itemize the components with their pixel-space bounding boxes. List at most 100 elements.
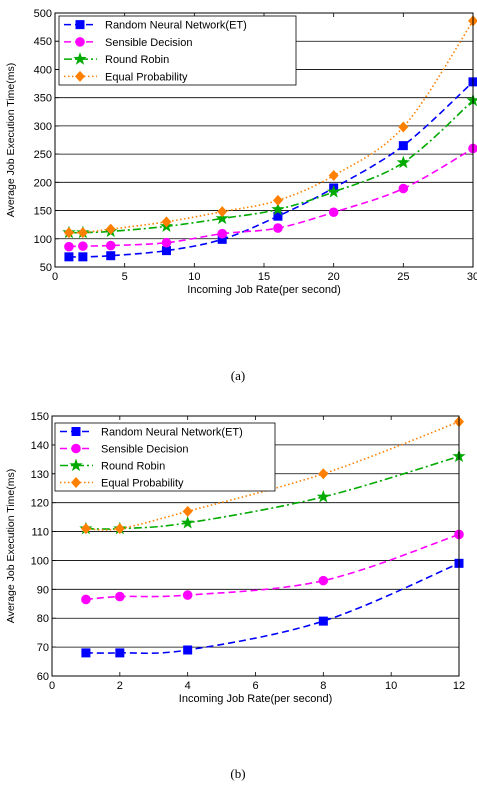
data-point xyxy=(318,575,329,586)
data-point xyxy=(318,616,328,626)
x-tick-label: 2 xyxy=(117,680,123,692)
x-tick-label: 0 xyxy=(52,271,58,283)
data-point xyxy=(115,648,125,658)
x-tick-label: 15 xyxy=(258,271,270,283)
y-tick-label: 90 xyxy=(37,584,49,596)
panel-label-b: (b) xyxy=(230,766,245,781)
x-tick-label: 8 xyxy=(320,680,326,692)
series-line xyxy=(68,99,474,234)
data-point xyxy=(81,594,91,605)
data-point xyxy=(161,216,172,228)
data-point xyxy=(161,237,172,248)
axes-frame xyxy=(54,12,474,268)
data-point xyxy=(63,227,74,239)
x-tick-label: 5 xyxy=(122,271,128,283)
data-point xyxy=(273,211,283,221)
legend-marker xyxy=(75,37,85,47)
data-point xyxy=(183,645,193,655)
data-point xyxy=(78,252,88,262)
legend-label: Round Robin xyxy=(105,54,169,66)
x-tick-label: 12 xyxy=(453,680,465,692)
data-point xyxy=(80,523,91,535)
legend-marker xyxy=(73,52,87,65)
panel-label-a: (a) xyxy=(231,368,245,383)
y-tick-label: 120 xyxy=(31,498,49,510)
legend-label: Equal Probability xyxy=(105,71,188,83)
x-tick-label: 30 xyxy=(467,271,477,283)
series-3 xyxy=(63,15,477,239)
legend-marker xyxy=(75,20,85,30)
chart-panel-0: 50 100 150 200 250 300 350 400 450 500 0 5 10 15 20 25 3… xyxy=(5,8,477,296)
data-point xyxy=(316,489,330,503)
legend-label: Random Neural Network(ET) xyxy=(101,427,243,439)
chart-panel-1: 60 70 80 90 100 110 120 130 140 150 0 2 4 6 8 10 12 Rando… xyxy=(5,411,466,705)
data-point xyxy=(327,184,341,198)
y-tick-label: 250 xyxy=(34,149,52,161)
legend-marker xyxy=(71,427,81,436)
data-point xyxy=(398,121,409,133)
legend-marker xyxy=(75,70,85,82)
data-point xyxy=(105,240,116,251)
y-tick-label: 100 xyxy=(34,234,52,246)
legend-box xyxy=(54,422,276,492)
legend: Random Neural Network(ET) Sensible Decisi… xyxy=(58,15,297,86)
data-point xyxy=(161,246,171,256)
legend-label: Sensible Decision xyxy=(105,37,192,49)
data-point xyxy=(273,223,283,233)
data-point xyxy=(105,223,116,235)
data-point xyxy=(106,251,116,261)
data-point xyxy=(396,155,410,169)
series-line xyxy=(68,81,474,258)
y-tick-label: 500 xyxy=(34,8,52,20)
y-tick-label: 150 xyxy=(34,206,52,218)
data-point xyxy=(398,141,408,151)
x-tick-label: 10 xyxy=(385,680,397,692)
y-tick-label: 130 xyxy=(31,469,49,481)
y-tick-label: 50 xyxy=(40,262,52,274)
data-point xyxy=(64,241,74,252)
series-3 xyxy=(80,416,464,535)
data-point xyxy=(64,252,74,262)
x-axis-label: Incoming Job Rate(per second) xyxy=(187,284,340,296)
y-tick-label: 100 xyxy=(31,555,49,567)
legend-label: Round Robin xyxy=(101,461,165,473)
x-tick-label: 20 xyxy=(328,271,340,283)
data-point xyxy=(328,207,339,218)
data-point xyxy=(182,590,193,600)
data-point xyxy=(181,515,195,529)
data-point xyxy=(215,211,229,225)
data-point xyxy=(182,505,193,517)
data-point xyxy=(271,202,285,216)
legend: Random Neural Network(ET) Sensible Decisi… xyxy=(54,422,276,492)
legend-marker xyxy=(71,477,81,488)
x-tick-label: 10 xyxy=(188,271,200,283)
data-point xyxy=(81,648,91,658)
legend-label: Equal Probability xyxy=(101,478,184,490)
data-point xyxy=(398,183,409,194)
axes-frame xyxy=(51,415,460,677)
x-tick-label: 6 xyxy=(252,680,258,692)
data-point xyxy=(217,206,228,218)
legend-marker xyxy=(69,458,83,472)
x-axis-label: Incoming Job Rate(per second) xyxy=(179,693,332,705)
data-point xyxy=(217,228,227,239)
data-point xyxy=(318,468,329,480)
y-tick-label: 400 xyxy=(34,64,52,76)
legend-box xyxy=(58,15,297,86)
data-point xyxy=(114,523,125,535)
legend-marker xyxy=(71,443,81,454)
y-tick-label: 200 xyxy=(34,177,52,189)
legend-label: Random Neural Network(ET) xyxy=(105,20,247,32)
data-point xyxy=(272,194,283,206)
x-tick-label: 4 xyxy=(185,680,191,692)
y-axis-label: Average Job Execution Time(ms) xyxy=(5,63,17,217)
y-tick-label: 140 xyxy=(31,440,49,452)
y-axis-label: Average Job Execution Time(ms) xyxy=(5,469,17,623)
y-tick-label: 60 xyxy=(37,671,49,683)
legend-label: Sensible Decision xyxy=(101,444,188,456)
y-tick-label: 70 xyxy=(37,642,49,654)
series-line xyxy=(68,20,474,234)
x-tick-label: 25 xyxy=(397,271,409,283)
y-tick-label: 80 xyxy=(37,613,49,625)
